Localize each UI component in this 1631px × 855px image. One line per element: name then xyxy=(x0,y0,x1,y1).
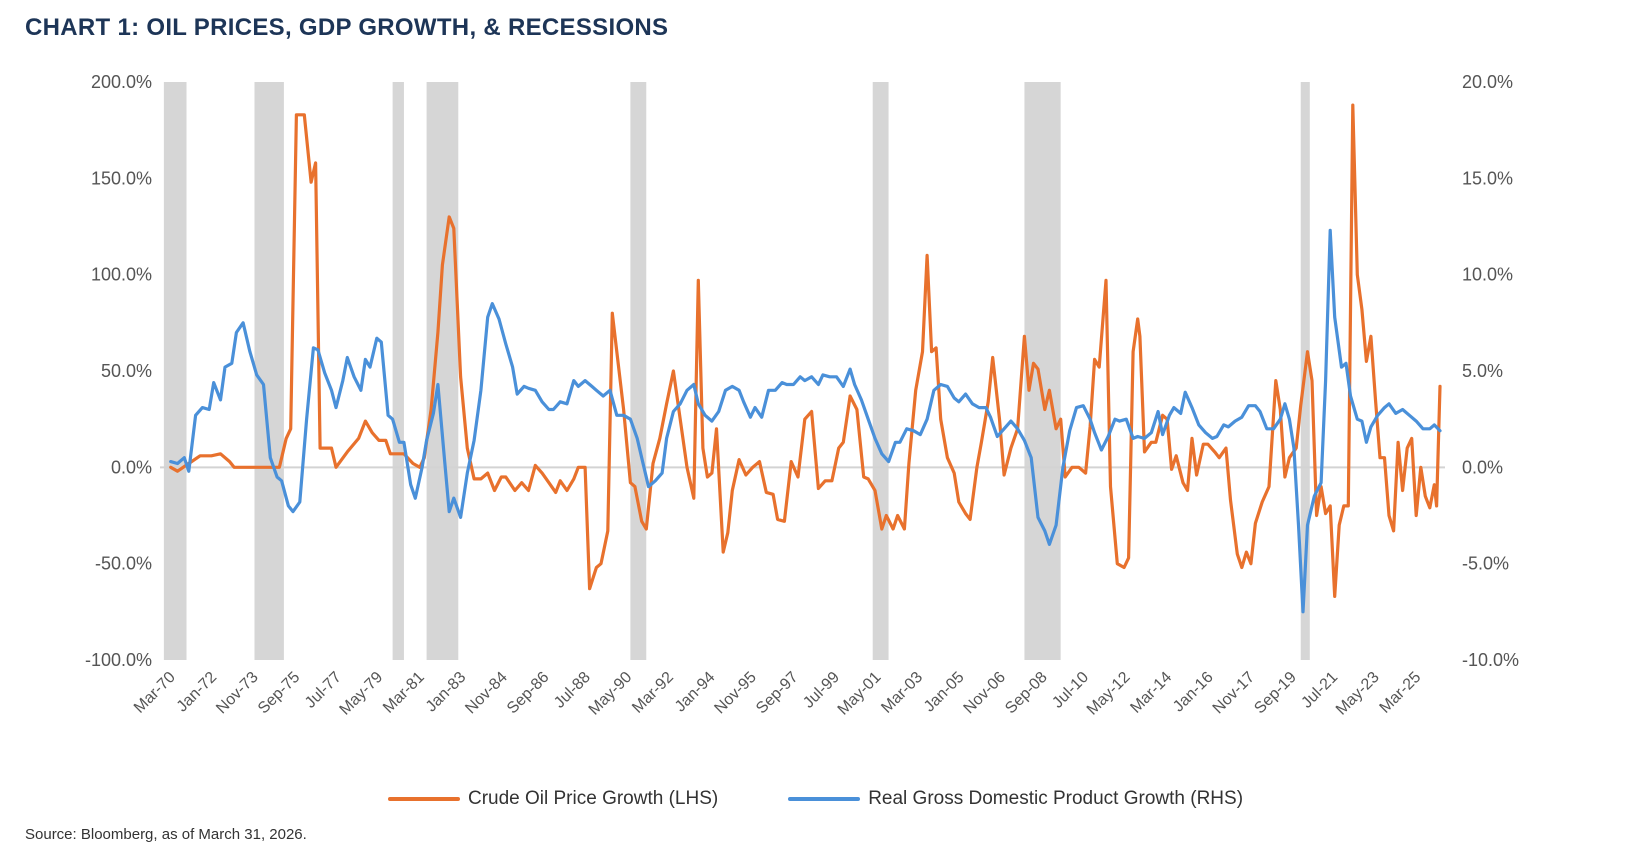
x-tick-label: Jan-05 xyxy=(921,669,968,716)
recession-band-7 xyxy=(1024,82,1061,660)
series-line-gdp xyxy=(169,228,1442,614)
recession-band-1 xyxy=(163,82,187,660)
recession-band-3 xyxy=(392,82,404,660)
x-tick-label: Mar-14 xyxy=(1127,669,1175,717)
right-tick-label: 5.0% xyxy=(1462,361,1503,381)
x-tick-label: Nov-73 xyxy=(213,669,262,718)
right-tick-label: 15.0% xyxy=(1462,168,1513,188)
legend-item-oil[interactable]: Crude Oil Price Growth (LHS) xyxy=(387,788,719,810)
x-tick-label: Nov-17 xyxy=(1210,669,1259,718)
x-tick-label: Mar-03 xyxy=(878,669,926,717)
x-tick-label: Mar-70 xyxy=(131,669,179,717)
x-tick-label: Sep-86 xyxy=(504,669,553,718)
source-note: Source: Bloomberg, as of March 31, 2026. xyxy=(25,826,307,843)
x-tick-label: Jan-16 xyxy=(1170,669,1217,716)
legend-swatch-oil xyxy=(387,797,460,801)
chart-canvas: -100.0% -50.0% 0.0% 50.0% 100.0% 150.0% 200.0%… xyxy=(85,72,1519,719)
left-tick-label: 150.0% xyxy=(91,168,152,188)
recession-band-2 xyxy=(254,82,284,660)
x-tick-label: May-12 xyxy=(1084,669,1134,719)
x-tick-label: Nov-84 xyxy=(462,669,511,718)
right-axis-ticks: -10.0% -5.0% 0.0% 5.0% 10.0% 15.0% 20.0% xyxy=(1462,72,1519,670)
x-tick-label: Mar-81 xyxy=(380,669,428,717)
left-tick-label: -100.0% xyxy=(85,650,152,670)
x-tick-label: Jan-94 xyxy=(672,669,719,716)
right-tick-label: 10.0% xyxy=(1462,265,1513,285)
recession-band-6 xyxy=(872,82,889,660)
right-tick-label: 0.0% xyxy=(1462,457,1503,477)
left-tick-label: 200.0% xyxy=(91,72,152,92)
legend-swatch-gdp xyxy=(788,797,861,801)
x-axis-ticks: Mar-70Jan-72Nov-73Sep-75Jul-77May-79Mar-… xyxy=(131,669,1424,719)
recession-band-4 xyxy=(426,82,459,660)
x-tick-label: May-90 xyxy=(586,669,636,719)
chart-title: CHART 1: OIL PRICES, GDP GROWTH, & RECES… xyxy=(25,14,669,41)
x-tick-label: May-23 xyxy=(1333,669,1383,719)
legend: Crude Oil Price Growth (LHS) Real Gross … xyxy=(0,788,1631,810)
left-axis-ticks: -100.0% -50.0% 0.0% 50.0% 100.0% 150.0% 200.0% xyxy=(85,72,152,670)
x-tick-label: Sep-19 xyxy=(1251,669,1300,718)
left-tick-label: 50.0% xyxy=(101,361,152,381)
left-tick-label: -50.0% xyxy=(95,554,152,574)
x-tick-label: Nov-95 xyxy=(711,669,760,718)
right-tick-label: -10.0% xyxy=(1462,650,1519,670)
right-tick-label: -5.0% xyxy=(1462,554,1509,574)
x-tick-label: Nov-06 xyxy=(961,669,1010,718)
series-lines xyxy=(169,103,1442,614)
right-tick-label: 20.0% xyxy=(1462,72,1513,92)
recession-band-5 xyxy=(630,82,647,660)
x-tick-label: Sep-97 xyxy=(753,669,802,718)
recession-bands xyxy=(163,82,1310,660)
x-tick-label: Jan-72 xyxy=(174,669,221,716)
series-line-oil xyxy=(169,103,1442,598)
legend-item-gdp[interactable]: Real Gross Domestic Product Growth (RHS) xyxy=(788,788,1243,810)
x-tick-label: Sep-75 xyxy=(255,669,304,718)
x-tick-label: Sep-08 xyxy=(1002,669,1051,718)
x-tick-label: May-79 xyxy=(337,669,387,719)
left-tick-label: 100.0% xyxy=(91,265,152,285)
x-tick-label: Mar-92 xyxy=(629,669,677,717)
legend-label-gdp: Real Gross Domestic Product Growth (RHS) xyxy=(868,788,1244,809)
legend-label-oil: Crude Oil Price Growth (LHS) xyxy=(467,788,719,809)
left-tick-label: 0.0% xyxy=(111,457,152,477)
x-tick-label: Mar-25 xyxy=(1377,669,1425,717)
x-tick-label: Jan-83 xyxy=(423,669,470,716)
x-tick-label: May-01 xyxy=(835,669,885,719)
